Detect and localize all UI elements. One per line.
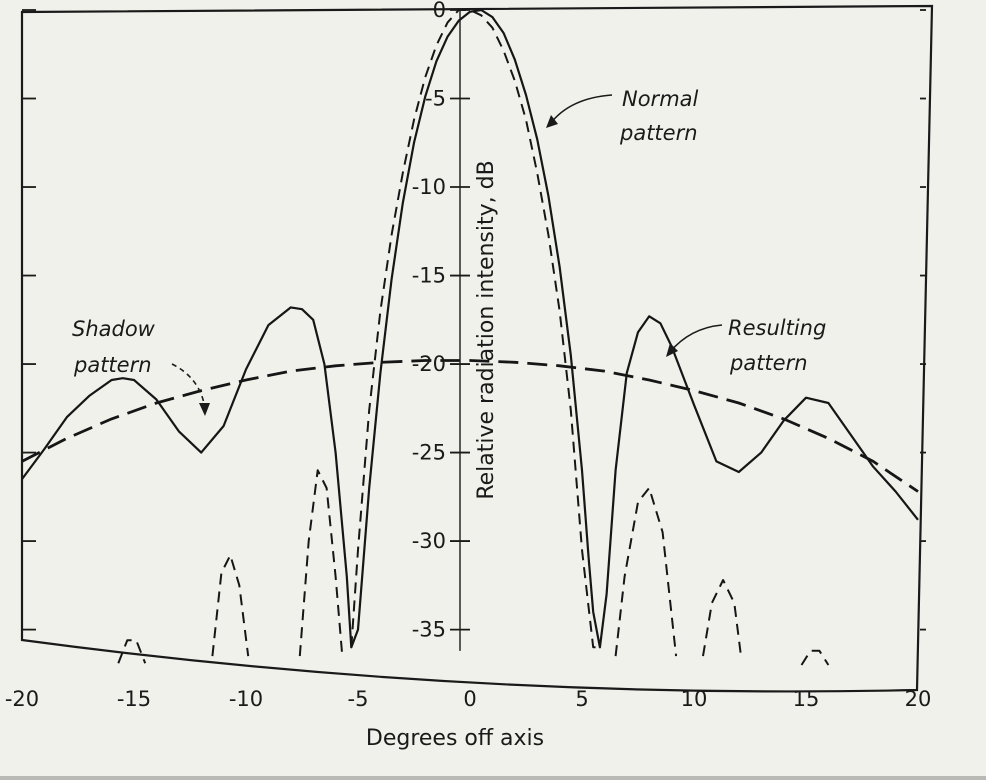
y-axis-title: Relative radiation intensity, dB <box>474 160 499 499</box>
series-line-6-dashed <box>117 639 147 664</box>
shadow-pattern-annotation: Shadow pattern <box>72 317 210 416</box>
y-tick-label: -30 <box>412 529 446 553</box>
y-tick-label: -35 <box>412 618 446 642</box>
x-tick-label: 5 <box>575 687 588 711</box>
y-tick-label: 0 <box>433 0 446 22</box>
y-tick-label: -15 <box>412 264 446 288</box>
resulting-pattern-arrowhead <box>666 343 678 357</box>
series-line-4-dashed <box>298 469 344 657</box>
resulting-pattern-label-line1: Resulting <box>728 316 826 340</box>
x-tick-label: 0 <box>463 687 476 711</box>
x-tick-label: 15 <box>793 687 820 711</box>
x-tick-label: 10 <box>681 687 708 711</box>
series-line-3-long-dashed <box>21 359 919 493</box>
x-tick-label: -5 <box>348 687 369 711</box>
shadow-pattern-label-line1: Shadow <box>72 317 156 341</box>
normal-pattern-label-line2: pattern <box>619 121 698 145</box>
label-layer: 0 -5 -10 -15 -20 -25 -30 -35 -20 -15 -10 -5 0 5 10 15 20 <box>5 0 932 711</box>
series-line-8-dashed <box>702 579 742 657</box>
shadow-pattern-arrow <box>171 363 206 409</box>
x-tick-label: 20 <box>905 687 932 711</box>
normal-pattern-annotation: Normal pattern <box>546 87 699 145</box>
series-line-1-dashed <box>350 9 600 649</box>
plot-frame <box>20 4 934 693</box>
resulting-pattern-label-line2: pattern <box>729 351 808 375</box>
series-layer <box>21 8 919 666</box>
series-line-2-solid <box>21 8 919 649</box>
y-tick-label: -5 <box>425 87 446 111</box>
series-line-9-dashed <box>800 649 830 666</box>
shadow-pattern-label-line2: pattern <box>73 353 152 377</box>
y-tick-label: -20 <box>412 352 446 376</box>
x-tick-label: -10 <box>229 687 263 711</box>
shadow-pattern-arrowhead <box>199 403 210 416</box>
x-tick-label: -20 <box>5 687 39 711</box>
y-tick-label: -10 <box>412 175 446 199</box>
resulting-pattern-annotation: Resulting pattern <box>666 316 826 375</box>
y-tick-label: -25 <box>412 441 446 465</box>
series-line-7-dashed <box>614 487 678 657</box>
series-line-5-dashed <box>211 554 250 657</box>
normal-pattern-label-line1: Normal <box>622 87 699 111</box>
tick-layer <box>22 9 926 651</box>
x-tick-label: -15 <box>117 687 151 711</box>
normal-pattern-arrowhead <box>546 115 558 128</box>
x-axis-title: Degrees off axis <box>366 726 544 751</box>
